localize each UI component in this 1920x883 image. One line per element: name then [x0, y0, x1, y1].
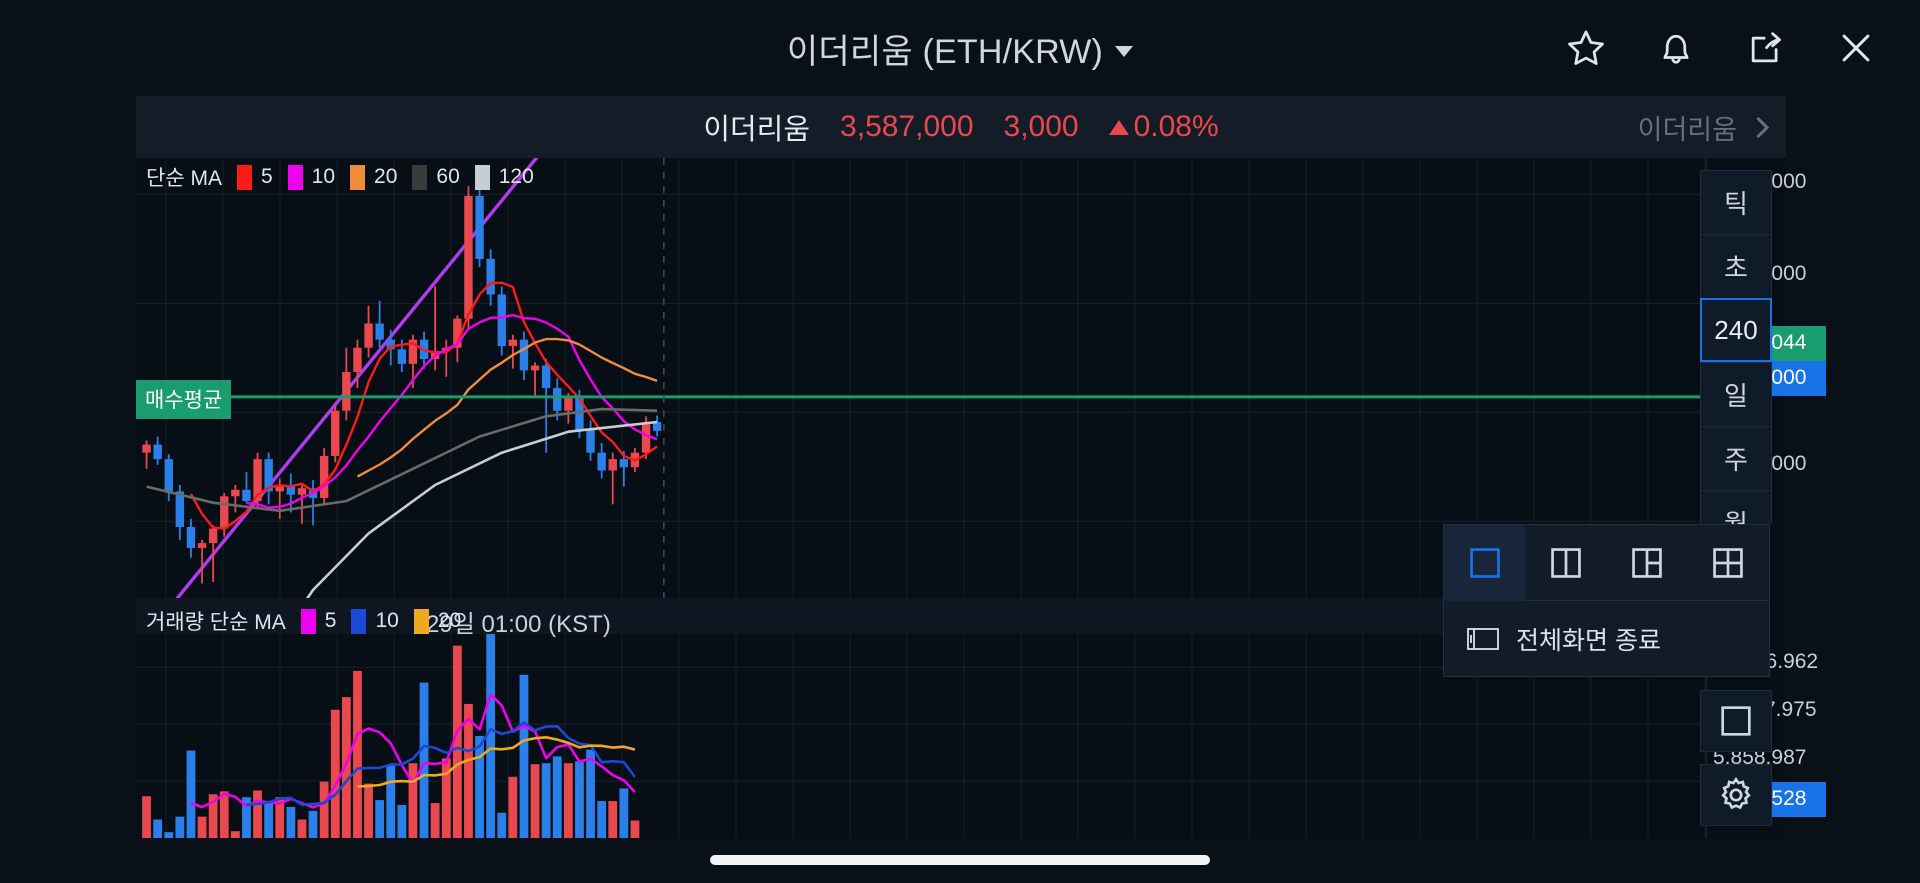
app-header: 이더리움 (ETH/KRW)	[0, 0, 1920, 96]
settings-button[interactable]	[1700, 764, 1772, 826]
star-icon[interactable]	[1564, 26, 1608, 70]
layout-1-pane[interactable]	[1444, 524, 1525, 601]
triangle-up-icon	[1108, 119, 1129, 135]
ticker-change: 3,000	[1003, 110, 1079, 143]
vol-ma5-label: 5	[324, 609, 337, 632]
header-actions	[1564, 0, 1878, 96]
candlestick-plot	[136, 158, 1706, 598]
timeframe-list: 틱 초 240 일 주 월	[1700, 170, 1772, 524]
timeframe-rail[interactable]: 틱 초 240 일 주 월	[1700, 170, 1772, 524]
ticker-name: 이더리움	[703, 114, 811, 146]
page-title-text: 이더리움 (ETH/KRW)	[786, 32, 1104, 71]
chart-container[interactable]: 단순 MA 5 10 20 60 120 매수평균 29일 01:00 (KST…	[136, 158, 1826, 838]
ma120-label: 120	[498, 165, 534, 188]
layout-4-pane[interactable]	[1687, 525, 1768, 601]
volume-ma-legend: 거래량 단순 MA 5 10 20	[146, 606, 467, 636]
home-indicator	[710, 855, 1210, 865]
timeframe-month[interactable]: 월	[1700, 490, 1772, 524]
price-chart-pane[interactable]: 단순 MA 5 10 20 60 120 매수평균	[136, 158, 1706, 598]
layout-3-icon	[1631, 547, 1662, 578]
ma20-label: 20	[374, 165, 398, 188]
ma20-swatch	[350, 164, 366, 190]
ma60-label: 60	[436, 165, 460, 188]
page-title[interactable]: 이더리움 (ETH/KRW)	[0, 0, 1920, 96]
layout-popup[interactable]: 전체화면 종료	[1443, 524, 1770, 677]
ma10-swatch	[287, 164, 303, 190]
timeframe-second[interactable]: 초	[1700, 234, 1772, 298]
exit-fullscreen-label: 전체화면 종료	[1516, 627, 1661, 655]
price-ma-legend-title: 단순 MA	[146, 167, 222, 190]
layout-button[interactable]	[1700, 690, 1772, 752]
layout-2-pane[interactable]	[1525, 525, 1606, 601]
layout-4-icon	[1712, 547, 1743, 578]
ma5-swatch	[236, 164, 252, 190]
ma5-label: 5	[260, 165, 273, 188]
gear-icon	[1721, 776, 1751, 810]
vol-ma20-label: 20	[437, 609, 462, 632]
exit-fullscreen-icon	[1467, 628, 1499, 650]
share-icon[interactable]	[1744, 26, 1788, 70]
time-axis-label: 29일 01:00 (KST)	[426, 611, 611, 638]
volume-ma-legend-title: 거래량 단순 MA	[146, 611, 286, 634]
square-icon	[1721, 706, 1751, 736]
close-icon[interactable]	[1834, 26, 1878, 70]
layout-3-pane[interactable]	[1606, 525, 1687, 601]
bell-icon[interactable]	[1654, 26, 1698, 70]
timeframe-week[interactable]: 주	[1700, 426, 1772, 490]
ticker-percent: 0.08%	[1108, 110, 1219, 144]
chevron-right-icon	[1747, 116, 1770, 138]
timeframe-240[interactable]: 240	[1700, 298, 1772, 362]
ticker-link[interactable]: 이더리움	[1637, 96, 1770, 158]
price-ma-legend: 단순 MA 5 10 20 60 120	[146, 162, 540, 192]
ticker-percent-text: 0.08%	[1133, 110, 1219, 143]
vol-ma20-swatch	[413, 608, 429, 634]
vol-ma10-swatch	[351, 608, 367, 634]
vol-ma5-swatch	[300, 608, 316, 634]
ticker-bar[interactable]: 이더리움 3,587,000 3,000 0.08% 이더리움	[136, 96, 1786, 158]
ticker-price: 3,587,000	[840, 110, 974, 143]
vol-ma10-label: 10	[375, 609, 399, 632]
chevron-down-icon[interactable]	[1115, 45, 1134, 57]
timeframe-day[interactable]: 일	[1700, 362, 1772, 426]
ma10-label: 10	[311, 165, 336, 188]
layout-2-icon	[1550, 547, 1581, 578]
ticker-link-label: 이더리움	[1637, 114, 1737, 145]
buy-average-badge: 매수평균	[136, 379, 232, 419]
ma60-swatch	[412, 164, 428, 190]
ma120-swatch	[474, 164, 490, 190]
timeframe-tick[interactable]: 틱	[1700, 170, 1772, 234]
layout-1-icon	[1469, 547, 1500, 578]
layout-options-row	[1444, 524, 1769, 601]
ticker-values: 이더리움 3,587,000 3,000 0.08%	[703, 106, 1218, 148]
exit-fullscreen-item[interactable]: 전체화면 종료	[1444, 601, 1769, 677]
